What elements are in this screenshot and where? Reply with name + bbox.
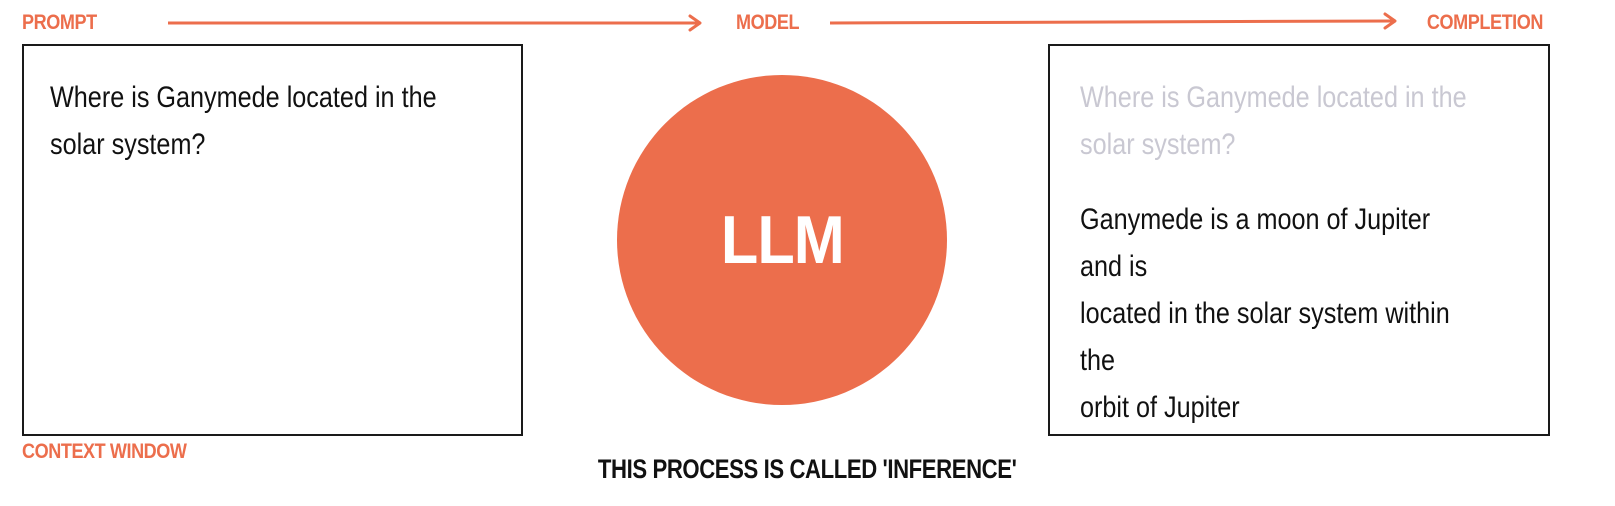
prompt-text: Where is Ganymede located in the solar s… xyxy=(50,74,437,168)
context-window-label: CONTEXT WINDOW xyxy=(22,440,187,463)
completion-prompt-line: Where is Ganymede located in the xyxy=(1080,81,1467,114)
arrow-prompt-to-model xyxy=(168,14,702,32)
completion-answer-line: orbit of Jupiter xyxy=(1080,391,1240,424)
prompt-box: Where is Ganymede located in the solar s… xyxy=(22,44,523,436)
prompt-label: PROMPT xyxy=(22,11,97,34)
llm-label: LLM xyxy=(720,202,844,278)
completion-box: Where is Ganymede located in the solar s… xyxy=(1048,44,1550,436)
inference-caption-text: THIS PROCESS IS CALLED 'INFERENCE' xyxy=(598,454,1017,484)
completion-answer-line: located in the solar system within the xyxy=(1080,297,1450,377)
completion-prompt-text: Where is Ganymede located in the solar s… xyxy=(1080,74,1467,168)
inference-caption: THIS PROCESS IS CALLED 'INFERENCE' xyxy=(0,454,1615,485)
completion-answer-line: Ganymede is a moon of Jupiter and is xyxy=(1080,203,1431,283)
prompt-text-line: solar system? xyxy=(50,128,206,161)
model-label: MODEL xyxy=(736,11,800,34)
completion-label: COMPLETION xyxy=(1426,11,1544,34)
completion-prompt-line: solar system? xyxy=(1080,128,1236,161)
prompt-text-line: Where is Ganymede located in the xyxy=(50,81,437,114)
llm-model-circle: LLM xyxy=(617,75,947,405)
completion-answer-text: Ganymede is a moon of Jupiter and is loc… xyxy=(1080,196,1473,431)
arrow-model-to-completion xyxy=(829,12,1397,30)
